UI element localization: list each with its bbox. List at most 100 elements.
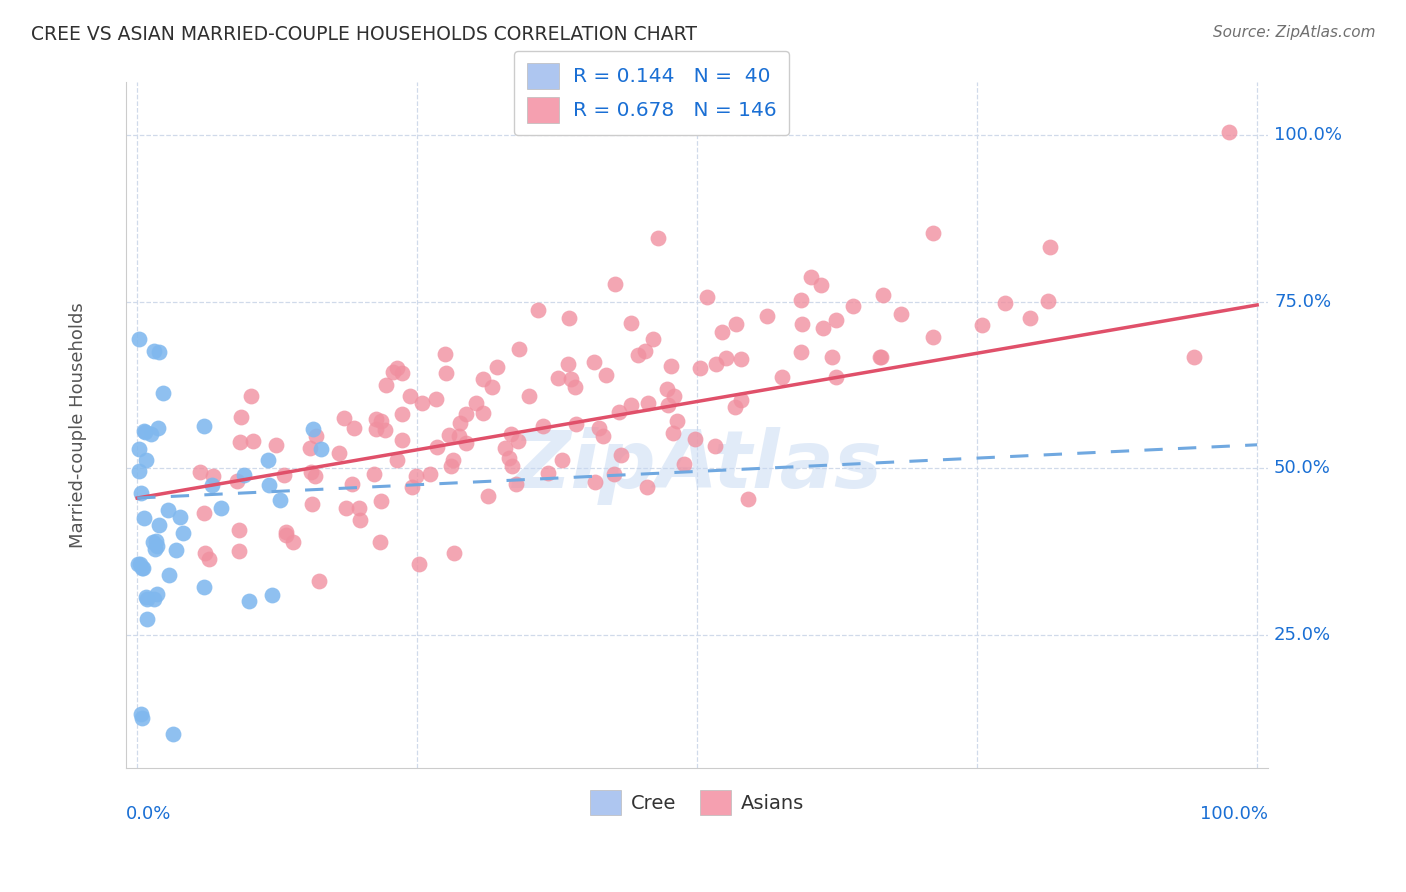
Point [283,535,305,549]
Point [607,405,630,419]
Point [869,350,891,364]
Point [506,434,529,449]
Point [128,464,150,478]
Point [228,544,250,558]
Point [134,425,156,439]
Point [443,545,465,559]
Point [209,501,232,516]
Point [240,389,263,403]
Point [129,707,152,722]
Point [302,422,325,436]
Point [198,551,221,566]
Point [242,434,264,448]
Point [308,574,330,589]
Point [770,369,793,384]
Point [165,543,187,558]
Point [333,411,356,425]
Point [558,311,581,326]
Point [481,380,503,394]
Point [583,475,606,489]
Point [128,332,150,346]
Point [148,345,170,359]
Point [256,453,278,467]
Point [730,392,752,407]
Point [662,389,685,403]
Point [328,445,350,459]
Point [408,557,430,571]
Point [659,359,682,373]
Point [790,344,813,359]
Point [454,407,477,421]
Point [342,477,364,491]
Point [309,442,332,456]
Point [269,493,291,508]
Point [813,321,835,335]
Point [145,539,167,553]
Point [142,592,165,607]
Point [724,400,747,414]
Point [537,466,560,480]
Point [647,230,669,244]
Point [627,348,650,362]
Point [157,502,180,516]
Point [1182,350,1205,364]
Text: Source: ZipAtlas.com: Source: ZipAtlas.com [1212,25,1375,40]
Point [603,277,626,291]
Point [304,429,326,443]
Text: 100.0%: 100.0% [1201,805,1268,823]
Point [1039,239,1062,253]
Point [547,370,569,384]
Point [890,308,912,322]
Point [449,416,471,430]
Point [494,441,516,455]
Point [128,442,150,456]
Point [148,518,170,533]
Text: 0.0%: 0.0% [127,805,172,823]
Point [447,429,470,443]
Point [704,439,727,453]
Point [921,330,943,344]
Point [560,372,582,386]
Point [143,542,166,557]
Point [737,491,759,506]
Text: ZipAtlas: ZipAtlas [512,427,882,505]
Point [368,535,391,549]
Point [405,469,427,483]
Text: 50.0%: 50.0% [1274,459,1331,477]
Point [672,457,695,471]
Point [800,270,823,285]
Point [152,386,174,401]
Point [551,453,574,467]
Point [842,299,865,313]
Point [370,494,392,508]
Point [135,453,157,467]
Point [349,501,371,516]
Point [531,419,554,434]
Point [790,293,813,308]
Point [824,369,846,384]
Point [970,318,993,332]
Point [872,288,894,302]
Point [299,465,322,479]
Point [193,580,215,594]
Point [387,452,409,467]
Point [391,407,413,421]
Point [425,392,447,407]
Point [643,332,665,346]
Point [131,561,153,575]
Point [233,467,256,482]
Point [454,436,477,450]
Point [188,465,211,479]
Point [472,406,495,420]
Point [391,366,413,380]
Point [157,567,180,582]
Point [870,350,893,364]
Point [498,450,520,465]
Point [565,417,588,431]
Point [517,389,540,403]
Point [620,398,643,412]
Point [810,277,832,292]
Point [142,534,165,549]
Point [662,425,685,440]
Point [595,368,617,382]
